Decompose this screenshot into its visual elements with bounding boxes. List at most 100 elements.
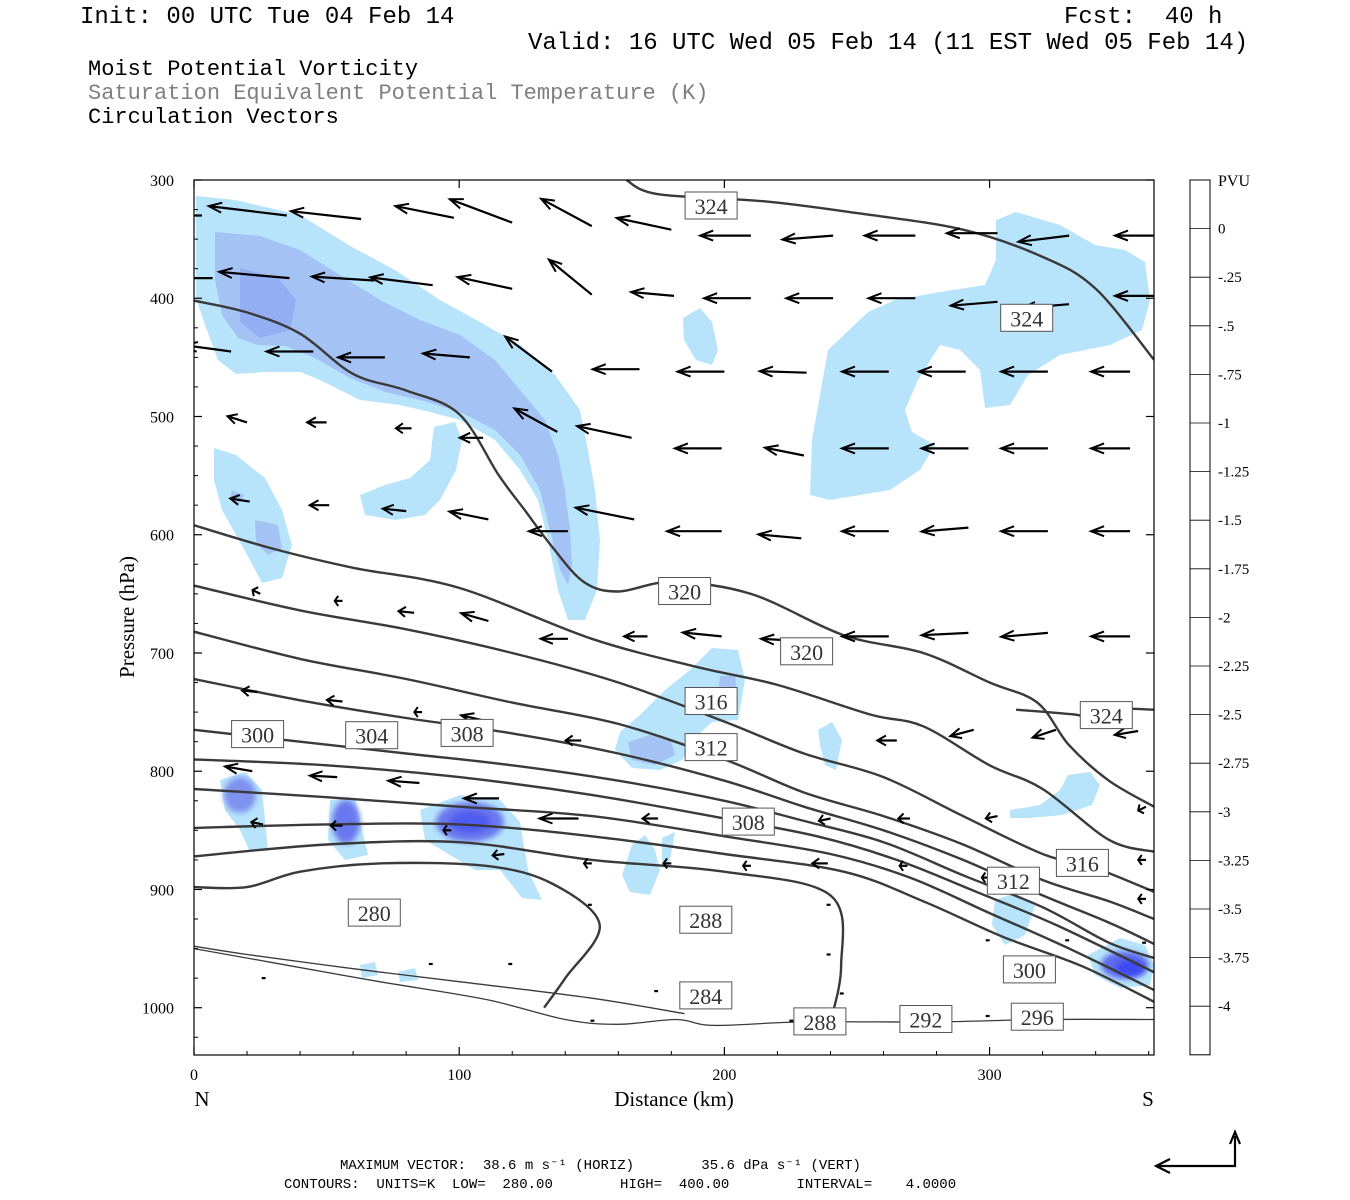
vector-arrow xyxy=(810,857,828,870)
vector-arrow xyxy=(325,694,343,707)
vector-arrow xyxy=(589,363,640,376)
vector-arrow xyxy=(491,849,505,861)
vector-arrow xyxy=(839,525,889,538)
vector-arrow xyxy=(396,606,415,618)
contour-label: 308 xyxy=(721,807,775,836)
vector-arrow xyxy=(288,206,362,221)
vector-arrow xyxy=(582,857,592,869)
vector-arrow xyxy=(1088,525,1131,538)
contour-label: 324 xyxy=(684,191,738,220)
vector-arrow xyxy=(1112,727,1139,740)
y-tick-label: 900 xyxy=(150,882,174,899)
field-title-vectors: Circulation Vectors xyxy=(88,105,339,130)
contour-label: 308 xyxy=(440,718,494,747)
vector-arrow xyxy=(546,257,593,296)
contour-label-text: 320 xyxy=(668,580,701,605)
contour-labels: 324 324 320 320 324 316 312 308 316 312 300 304 308 2… xyxy=(231,191,1133,1036)
vector-arrow xyxy=(998,442,1048,455)
contour-line-276 xyxy=(194,945,685,1015)
colorbar-level-label: -.5 xyxy=(1218,319,1234,335)
vector-arrow xyxy=(664,525,722,538)
contour-line-300 xyxy=(194,728,1154,960)
colorbar-level-label: -3 xyxy=(1218,805,1231,821)
vector-arrow xyxy=(947,298,998,311)
vector-arrow xyxy=(918,628,969,641)
vector-arrow xyxy=(1112,229,1154,242)
vector-arrow xyxy=(392,202,455,219)
contour-label: 312 xyxy=(986,866,1040,895)
colorbar-level-label: 0 xyxy=(1218,222,1226,238)
vector-arrow xyxy=(998,365,1048,378)
vector-arrow xyxy=(457,431,484,444)
contour-label-text: 312 xyxy=(695,736,728,761)
contour-label-text: 288 xyxy=(689,908,722,933)
contour-line-316 xyxy=(194,524,1154,853)
reference-vector-arrow xyxy=(1153,1129,1242,1174)
contour-label-text: 300 xyxy=(241,723,274,748)
contour-label: 296 xyxy=(1010,1002,1064,1031)
vector-arrow xyxy=(944,227,998,240)
forecast-hour: Fcst: 40 h xyxy=(1064,4,1223,31)
vector-arrow xyxy=(458,610,489,623)
pv-shading xyxy=(196,196,1154,988)
vector-arrow xyxy=(394,422,412,435)
colorbar-unit: PVU xyxy=(1218,173,1250,190)
contour-label-text: 320 xyxy=(790,640,823,665)
vector-arrow xyxy=(1030,728,1057,740)
pv-region-small-east xyxy=(818,722,842,770)
contour-label-text: 308 xyxy=(451,721,484,746)
colorbar-level-label: -3.75 xyxy=(1218,951,1249,967)
y-tick-label: 600 xyxy=(150,528,174,545)
vector-arrow xyxy=(329,819,343,832)
vector-arrow xyxy=(413,706,423,718)
contour-label-text: 308 xyxy=(732,810,765,835)
vector-arrow xyxy=(511,407,558,433)
vector-arrow xyxy=(757,365,807,378)
vector-arrow xyxy=(621,630,648,643)
x-end-label-south: S xyxy=(1142,1087,1154,1111)
vector-arrow xyxy=(783,292,834,305)
vector-arrow xyxy=(333,595,343,607)
vector-arrow xyxy=(563,734,582,747)
y-tick-label: 500 xyxy=(150,409,174,426)
contour-label: 312 xyxy=(684,733,738,762)
y-tick-label: 700 xyxy=(150,646,174,663)
vector-arrow xyxy=(572,504,635,521)
vector-arrow xyxy=(307,770,338,783)
vector-arrow xyxy=(861,229,916,242)
field-title-thetae: Saturation Equivalent Potential Temperat… xyxy=(88,81,709,106)
colorbar-level-label: -4 xyxy=(1218,999,1231,1015)
vector-arrow xyxy=(1137,804,1147,815)
pv-region-low-cells xyxy=(220,772,1154,988)
contour-label: 280 xyxy=(347,898,401,927)
contour-label-text: 324 xyxy=(1090,704,1123,729)
vector-arrow xyxy=(380,503,407,516)
vector-arrow xyxy=(447,198,513,224)
colorbar-level-label: -.75 xyxy=(1218,367,1242,383)
vector-arrow xyxy=(538,197,593,228)
x-tick-label: 300 xyxy=(978,1067,1002,1084)
vector-arrow xyxy=(1136,893,1146,905)
init-time: Init: 00 UTC Tue 04 Feb 14 xyxy=(80,4,455,31)
colorbar-level-label: -1.25 xyxy=(1218,465,1249,481)
vector-arrow xyxy=(194,341,232,353)
y-tick-label: 1000 xyxy=(142,1001,174,1018)
vector-arrow xyxy=(998,525,1048,538)
vector-arrow xyxy=(662,857,672,869)
vector-arrow xyxy=(947,727,974,740)
contour-line-312 xyxy=(194,584,1154,893)
contour-label-text: 324 xyxy=(1010,306,1043,331)
x-tick-label: 200 xyxy=(712,1067,736,1084)
vector-arrow xyxy=(613,214,672,231)
vector-arrow xyxy=(454,273,513,290)
contour-line-292 xyxy=(194,787,1154,992)
vector-arrow xyxy=(307,499,330,512)
contour-label: 284 xyxy=(679,981,733,1010)
plot-frame xyxy=(193,179,1155,1056)
field-title-mpv: Moist Potential Vorticity xyxy=(88,57,419,82)
vector-arrow xyxy=(640,812,659,825)
contour-line-ground xyxy=(194,947,1154,1027)
vector-arrow xyxy=(305,416,327,429)
vector-arrow xyxy=(502,334,553,373)
vector-arrow xyxy=(918,524,969,537)
